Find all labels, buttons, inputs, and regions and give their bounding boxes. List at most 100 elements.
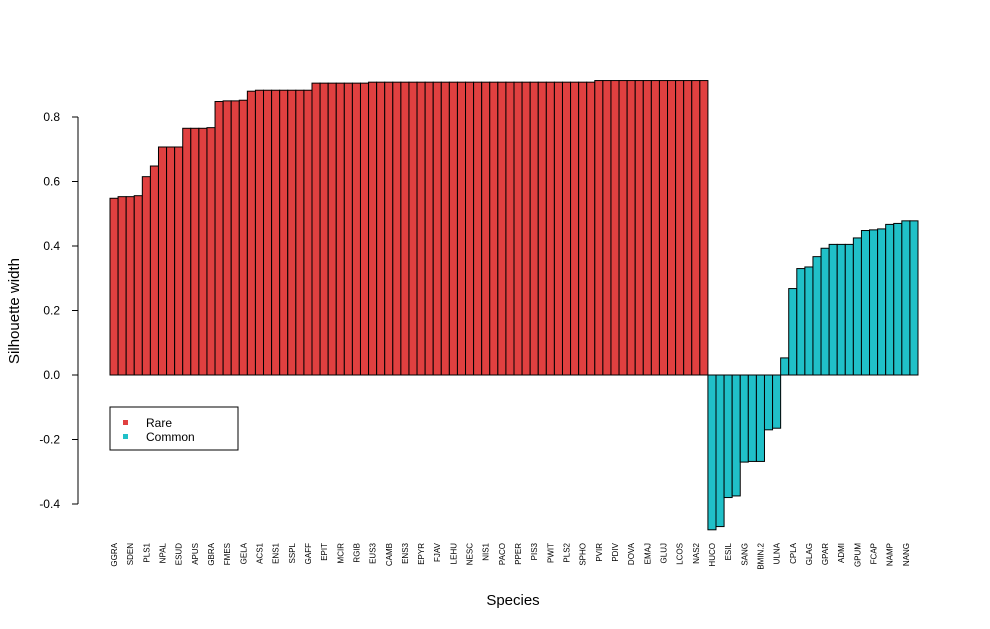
bar bbox=[214, 101, 224, 376]
bar bbox=[408, 81, 418, 376]
bar bbox=[553, 81, 563, 376]
bar bbox=[780, 357, 790, 376]
bar bbox=[699, 80, 709, 376]
x-tick-label: GPAR bbox=[821, 543, 830, 565]
legend-label: Rare bbox=[146, 416, 172, 430]
bar bbox=[319, 82, 329, 376]
bar bbox=[295, 89, 305, 376]
bar bbox=[190, 127, 200, 376]
bar bbox=[174, 146, 184, 376]
bar bbox=[667, 80, 677, 376]
bar bbox=[222, 100, 232, 376]
bar bbox=[149, 165, 159, 376]
bar bbox=[739, 374, 749, 463]
bar bbox=[497, 81, 507, 376]
legend-swatch bbox=[123, 434, 128, 439]
bar bbox=[359, 82, 370, 376]
bar bbox=[893, 222, 903, 376]
bar bbox=[351, 82, 361, 376]
bar bbox=[723, 374, 733, 499]
bar bbox=[634, 80, 644, 376]
x-tick-label: CPLA bbox=[789, 542, 798, 564]
bar bbox=[254, 89, 265, 376]
bar bbox=[513, 81, 523, 376]
bar bbox=[465, 81, 475, 376]
bar bbox=[860, 230, 871, 376]
bar bbox=[206, 127, 216, 376]
x-tick-label: ENS1 bbox=[272, 542, 281, 563]
x-tick-label: SANG bbox=[740, 543, 749, 566]
x-tick-label: ESUD bbox=[175, 543, 184, 565]
bar bbox=[691, 80, 701, 376]
x-tick-label: FCAP bbox=[870, 543, 879, 564]
bar bbox=[747, 374, 757, 462]
bar bbox=[642, 80, 652, 376]
x-tick-label: HUCO bbox=[708, 543, 717, 567]
y-tick-label: -0.2 bbox=[39, 433, 60, 447]
x-tick-label: GLUJ bbox=[659, 543, 668, 563]
bar bbox=[796, 268, 806, 376]
bar bbox=[763, 374, 774, 431]
bar bbox=[473, 81, 483, 376]
bar bbox=[812, 256, 822, 376]
legend-box bbox=[109, 406, 239, 451]
y-tick-label: 0.8 bbox=[43, 110, 60, 124]
x-tick-label: BMIN.2 bbox=[756, 542, 765, 569]
bar bbox=[157, 146, 168, 376]
x-tick-label: PLS2 bbox=[563, 542, 572, 562]
bar bbox=[481, 81, 491, 376]
bar bbox=[230, 100, 240, 376]
x-tick-label: RGIB bbox=[352, 543, 361, 563]
bar bbox=[263, 89, 273, 376]
bar bbox=[869, 229, 879, 376]
x-tick-label: FMES bbox=[223, 543, 232, 565]
x-tick-label: LCOS bbox=[676, 543, 685, 565]
x-tick-label: PWIT bbox=[546, 543, 555, 563]
bar bbox=[392, 81, 402, 376]
bar bbox=[618, 80, 628, 376]
x-tick-label: EPYR bbox=[417, 543, 426, 565]
bar bbox=[424, 81, 434, 376]
bar bbox=[109, 197, 119, 376]
x-tick-label: EMAJ bbox=[643, 543, 652, 564]
bar bbox=[804, 266, 814, 376]
bar bbox=[287, 89, 297, 376]
x-tick-label: NAS2 bbox=[692, 542, 701, 563]
bar bbox=[529, 81, 539, 376]
x-tick-label: SDEN bbox=[126, 543, 135, 565]
bar bbox=[715, 374, 725, 528]
x-tick-label: ESIL bbox=[724, 542, 733, 560]
legend-label: Common bbox=[146, 430, 195, 444]
bar bbox=[820, 247, 830, 376]
y-axis-label: Silhouette width bbox=[6, 258, 23, 364]
x-tick-label: PPER bbox=[514, 543, 523, 565]
bar bbox=[505, 81, 515, 376]
bar bbox=[384, 81, 394, 376]
y-tick-label: -0.4 bbox=[39, 497, 60, 511]
bar bbox=[182, 127, 192, 376]
x-tick-label: GELA bbox=[239, 542, 248, 564]
bar bbox=[578, 81, 588, 376]
x-tick-label: GLAG bbox=[805, 543, 814, 565]
bar bbox=[489, 81, 499, 376]
x-tick-label: ACS1 bbox=[255, 542, 264, 563]
x-tick-label: NANG bbox=[902, 543, 911, 566]
bar bbox=[901, 220, 911, 376]
bar bbox=[828, 243, 838, 376]
bar bbox=[311, 82, 321, 376]
y-tick-label: 0.2 bbox=[43, 304, 60, 318]
bar bbox=[246, 90, 256, 376]
x-tick-label: GBRA bbox=[207, 542, 216, 565]
bar bbox=[141, 176, 151, 376]
bar bbox=[432, 81, 442, 376]
x-tick-label: ENS3 bbox=[401, 542, 410, 563]
x-tick-label: ADMI bbox=[837, 543, 846, 563]
x-tick-label: PLS1 bbox=[142, 542, 151, 562]
bar bbox=[271, 89, 281, 376]
bar bbox=[594, 80, 604, 376]
bar bbox=[836, 243, 846, 376]
x-tick-label: SSPL bbox=[288, 542, 297, 563]
x-tick-label: CAMB bbox=[385, 543, 394, 566]
